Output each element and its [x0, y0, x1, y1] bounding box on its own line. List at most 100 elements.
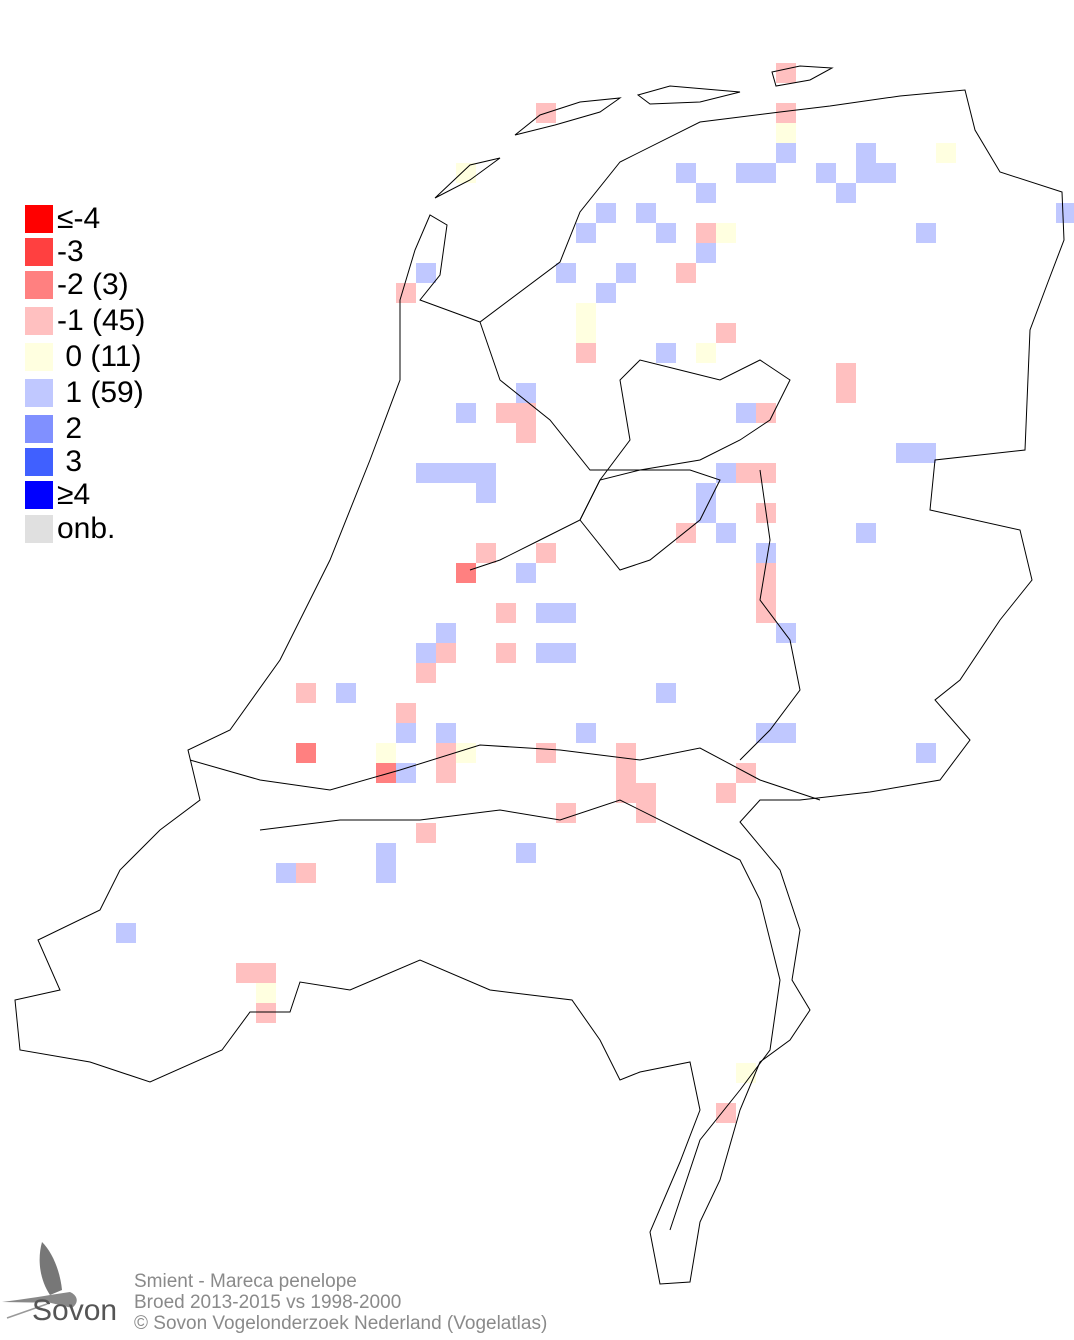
legend-label: -3 — [57, 235, 84, 268]
legend-label: 1 (59) — [57, 376, 144, 409]
atlas-cell — [376, 743, 396, 763]
atlas-cell — [396, 723, 416, 743]
island-terschelling — [514, 97, 622, 136]
logo-text: Sovon — [32, 1294, 118, 1327]
atlas-cell — [776, 123, 796, 143]
atlas-cell — [376, 763, 396, 783]
atlas-cell — [456, 563, 476, 583]
atlas-cell — [916, 223, 936, 243]
atlas-cell — [436, 623, 456, 643]
atlas-cell — [436, 763, 456, 783]
atlas-cell — [596, 283, 616, 303]
atlas-cell — [716, 1103, 736, 1123]
atlas-cell — [696, 243, 716, 263]
atlas-cell — [536, 543, 556, 563]
atlas-cell — [456, 403, 476, 423]
legend-swatch — [25, 238, 53, 266]
atlas-cell — [516, 403, 536, 423]
atlas-cell — [116, 923, 136, 943]
atlas-cell — [576, 303, 596, 323]
atlas-cell — [876, 163, 896, 183]
atlas-cell — [676, 163, 696, 183]
period-comparison: Broed 2013-2015 vs 1998-2000 — [134, 1292, 402, 1313]
atlas-cell — [716, 463, 736, 483]
flevoland-outline — [579, 469, 721, 571]
atlas-cell — [596, 203, 616, 223]
atlas-cell — [576, 223, 596, 243]
atlas-cell — [476, 543, 496, 563]
atlas-cell — [516, 843, 536, 863]
legend-label: 0 (11) — [57, 340, 142, 373]
legend-swatch — [25, 307, 53, 335]
atlas-cell — [756, 463, 776, 483]
atlas-cell — [656, 683, 676, 703]
legend-item: 0 (11) — [25, 340, 142, 373]
atlas-cell — [776, 143, 796, 163]
atlas-cell — [536, 643, 556, 663]
atlas-cell — [256, 983, 276, 1003]
atlas-cell — [576, 343, 596, 363]
atlas-cell — [656, 223, 676, 243]
legend-item: 2 — [25, 412, 83, 445]
atlas-cell — [416, 263, 436, 283]
atlas-cell — [496, 403, 516, 423]
atlas-cell — [296, 683, 316, 703]
legend-swatch — [25, 379, 53, 407]
atlas-cell — [856, 163, 876, 183]
legend-swatch — [25, 415, 53, 443]
netherlands-outline — [14, 89, 1065, 1285]
atlas-cell — [256, 1003, 276, 1023]
legend-label: -1 (45) — [57, 304, 146, 337]
atlas-cell — [256, 963, 276, 983]
legend-item: -3 — [25, 235, 84, 268]
atlas-cell — [836, 383, 856, 403]
legend-item: 3 — [25, 447, 82, 477]
atlas-cell — [616, 743, 636, 763]
atlas-cell — [416, 643, 436, 663]
map-caption: Smient - Mareca penelope Broed 2013-2015… — [134, 1271, 547, 1334]
atlas-cell — [756, 543, 776, 563]
atlas-cell — [756, 163, 776, 183]
atlas-cell — [496, 603, 516, 623]
atlas-cell — [776, 63, 796, 83]
legend-label: ≥4 — [57, 478, 91, 511]
atlas-cell — [376, 843, 396, 863]
atlas-cell — [816, 163, 836, 183]
atlas-cell — [656, 343, 676, 363]
legend-swatch — [25, 448, 53, 476]
atlas-cell — [276, 863, 296, 883]
legend-item: ≤-4 — [25, 204, 100, 234]
atlas-cell — [456, 463, 476, 483]
atlas-cell — [696, 183, 716, 203]
atlas-cell — [756, 603, 776, 623]
atlas-cell — [396, 283, 416, 303]
atlas-cell — [456, 743, 476, 763]
atlas-cell — [736, 403, 756, 423]
atlas-cell — [576, 323, 596, 343]
atlas-cell — [556, 803, 576, 823]
atlas-cell — [436, 643, 456, 663]
legend-label: 2 — [57, 412, 83, 445]
atlas-cell — [476, 483, 496, 503]
atlas-cell — [576, 723, 596, 743]
atlas-cell — [396, 703, 416, 723]
atlas-cell — [456, 163, 476, 183]
legend-item: onb. — [25, 512, 116, 545]
atlas-cell — [696, 223, 716, 243]
legend-swatch — [25, 343, 53, 371]
atlas-cell — [616, 263, 636, 283]
atlas-cell — [696, 343, 716, 363]
legend-label: onb. — [57, 512, 116, 545]
atlas-cell — [416, 463, 436, 483]
atlas-cell — [436, 723, 456, 743]
atlas-cell — [776, 103, 796, 123]
atlas-cell — [736, 463, 756, 483]
atlas-cell — [416, 663, 436, 683]
atlas-cell — [736, 163, 756, 183]
ijsselmeer-shore — [469, 321, 791, 571]
atlas-cell — [416, 823, 436, 843]
sovon-swallow-logo — [2, 1242, 77, 1319]
atlas-cell — [396, 763, 416, 783]
legend-swatch — [25, 205, 53, 233]
legend-swatch — [25, 515, 53, 543]
